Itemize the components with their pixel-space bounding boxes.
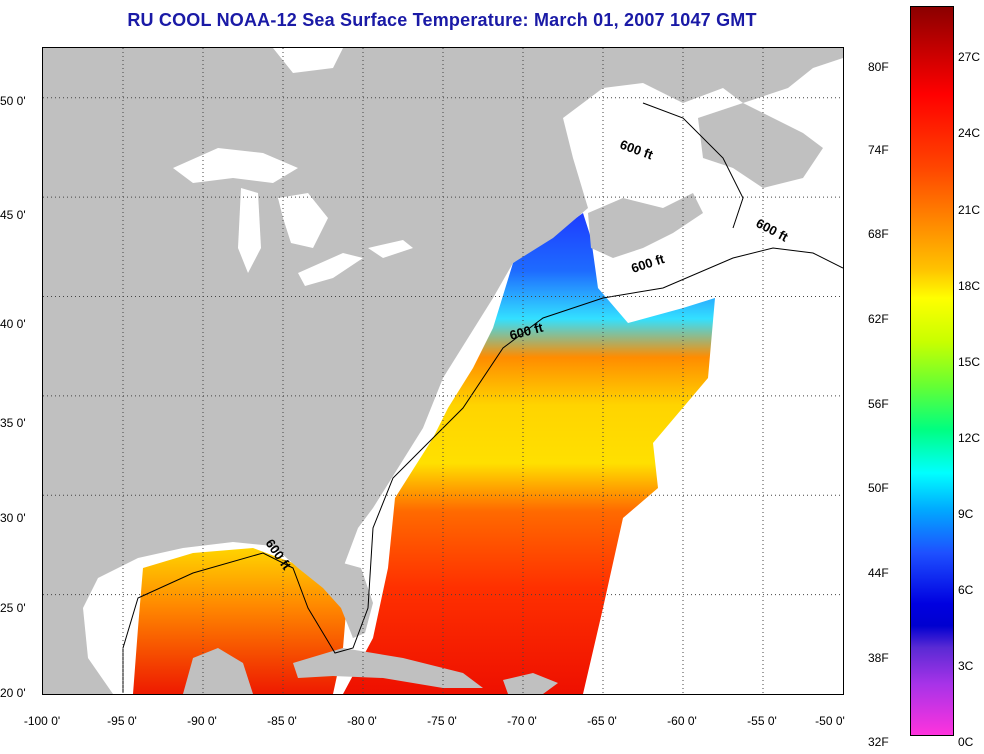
x-tick-label: -90 0'	[187, 714, 217, 728]
colorbar-f-label: 44F	[868, 566, 889, 580]
lake-erie	[298, 253, 363, 286]
lake-superior	[173, 148, 298, 183]
colorbar-c-label: 6C	[958, 583, 974, 597]
y-tick-label: 25 0'	[0, 601, 26, 615]
600ft-contour-atlantic	[122, 247, 843, 693]
x-tick-label: -80 0'	[347, 714, 377, 728]
y-tick-label: 45 0'	[0, 208, 26, 222]
colorbar-c-label: 24C	[958, 126, 981, 140]
x-tick-label: -55 0'	[747, 714, 777, 728]
x-tick-label: -70 0'	[507, 714, 537, 728]
x-tick-label: -50 0'	[815, 714, 845, 728]
lake-huron	[278, 193, 328, 248]
colorbar-f-label: 74F	[868, 143, 889, 157]
600ft-contour-shelf	[642, 102, 744, 229]
x-tick-label: -75 0'	[427, 714, 457, 728]
y-tick-label: 20 0'	[0, 686, 26, 700]
colorbar-f-label: 56F	[868, 397, 889, 411]
grid-lines	[43, 48, 843, 694]
x-tick-label: -95 0'	[107, 714, 137, 728]
nova-scotia-land	[588, 193, 703, 258]
y-tick-label: 30 0'	[0, 511, 26, 525]
colorbar-f-label: 62F	[868, 312, 889, 326]
cuba-land	[293, 648, 483, 688]
colorbar-c-label: 21C	[958, 203, 981, 217]
colorbar-c-label: 0C	[958, 735, 974, 749]
colorbar-c-label: 3C	[958, 659, 974, 673]
hudson-bay-area	[273, 48, 343, 73]
colorbar-f-label: 38F	[868, 651, 889, 665]
colorbar-f-label: 32F	[868, 735, 889, 749]
florida-peninsula	[343, 563, 373, 638]
gulf-of-st-lawrence	[593, 108, 703, 198]
colorbar-f-label: 68F	[868, 227, 889, 241]
colorbar-c-label: 27C	[958, 50, 981, 64]
x-tick-label: -65 0'	[587, 714, 617, 728]
lake-michigan	[238, 188, 261, 273]
colorbar-c-label: 9C	[958, 507, 974, 521]
colorbar-f-label: 50F	[868, 481, 889, 495]
x-tick-label: -85 0'	[267, 714, 297, 728]
yucatan-land	[183, 648, 253, 694]
y-tick-label: 40 0'	[0, 317, 26, 331]
y-tick-label: 50 0'	[0, 94, 26, 108]
sst-map: 600 ft 600 ft 600 ft 600 ft 600 ft	[42, 47, 844, 695]
colorbar-c-label: 18C	[958, 279, 981, 293]
gulf-sst-field	[133, 548, 348, 694]
newfoundland-land	[698, 103, 823, 188]
x-tick-label: -60 0'	[667, 714, 697, 728]
colorbar-c-label: 15C	[958, 355, 981, 369]
colorbar-f-label: 80F	[868, 60, 889, 74]
atlantic-sst-field	[343, 213, 715, 694]
hispaniola-land	[503, 673, 558, 694]
lake-ontario	[368, 240, 413, 258]
x-tick-label: -100 0'	[23, 714, 61, 728]
page-title: RU COOL NOAA-12 Sea Surface Temperature:…	[127, 10, 757, 30]
temperature-colorbar	[910, 6, 954, 736]
y-tick-label: 35 0'	[0, 416, 26, 430]
colorbar-c-label: 12C	[958, 431, 981, 445]
